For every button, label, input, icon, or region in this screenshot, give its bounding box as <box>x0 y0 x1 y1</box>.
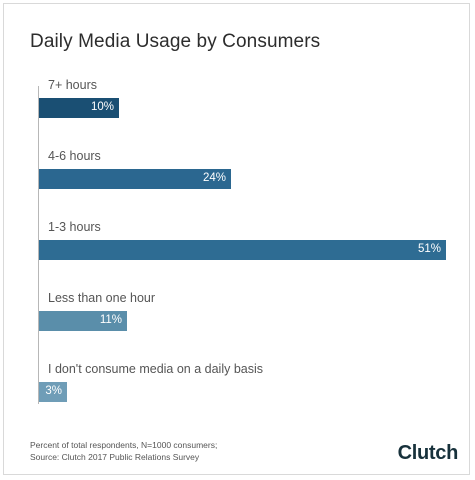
category-label: 4-6 hours <box>48 149 101 163</box>
chart-title: Daily Media Usage by Consumers <box>30 31 321 52</box>
footnote-line-1: Percent of total respondents, N=1000 con… <box>30 440 218 450</box>
category-label: 7+ hours <box>48 78 97 92</box>
chart-frame <box>3 3 470 475</box>
bar: 24% <box>39 169 231 189</box>
category-label: 1-3 hours <box>48 220 101 234</box>
category-label: I don't consume media on a daily basis <box>48 362 264 376</box>
bar-value-label: 51% <box>417 243 441 255</box>
footnote-line-2: Source: Clutch 2017 Public Relations Sur… <box>30 452 200 462</box>
bar: 10% <box>39 98 119 118</box>
bar-value-label: 24% <box>202 172 226 184</box>
bar-value-label: 11% <box>99 314 122 326</box>
category-label: Less than one hour <box>48 291 156 305</box>
clutch-logo: Clutch <box>397 442 459 464</box>
bar-value-label: 10% <box>90 101 114 113</box>
bar: 51% <box>39 240 446 260</box>
bar: 3% <box>39 382 67 402</box>
bar-value-label: 3% <box>45 385 62 397</box>
bar: 11% <box>39 311 127 331</box>
y-axis-line <box>38 86 39 404</box>
